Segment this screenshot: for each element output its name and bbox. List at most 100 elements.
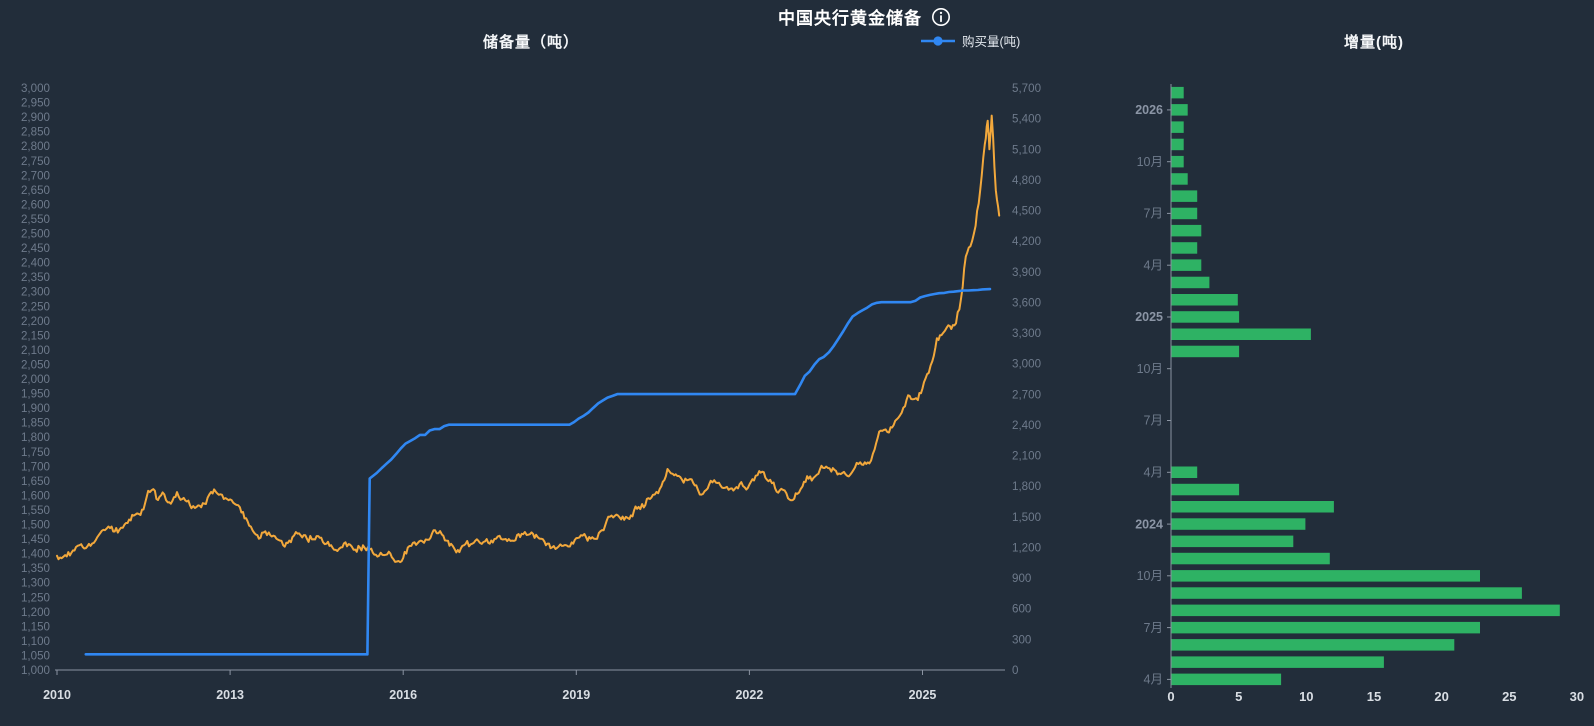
left-axis-label: 1,900 [21, 402, 50, 415]
right-axis-label: 900 [1012, 572, 1031, 585]
increment-bar[interactable] [1171, 483, 1240, 496]
bar-y-axis-label: 10月 [1137, 362, 1163, 376]
increment-bar[interactable] [1171, 621, 1481, 634]
increment-bar[interactable] [1171, 570, 1481, 582]
increment-bar[interactable] [1171, 587, 1522, 599]
right-axis-label: 300 [1012, 633, 1031, 646]
right-axis-label: 1,200 [1012, 541, 1041, 554]
increment-bar[interactable] [1171, 552, 1330, 565]
left-axis-label: 1,150 [21, 620, 50, 633]
left-axis-label: 1,050 [21, 649, 50, 662]
right-axis-label: 5,400 [1012, 113, 1041, 126]
x-axis-label: 2016 [389, 688, 417, 702]
left-axis-label: 2,900 [21, 111, 50, 124]
increment-bar[interactable] [1171, 639, 1455, 651]
right-axis-label: 3,600 [1012, 296, 1041, 309]
left-axis-label: 3,000 [21, 82, 50, 95]
left-axis-label: 2,650 [21, 184, 50, 197]
increment-bar[interactable] [1171, 276, 1210, 289]
increment-bar[interactable] [1171, 121, 1184, 133]
purchase-line[interactable] [84, 287, 992, 656]
right-axis-label: 2,400 [1012, 419, 1041, 432]
bar-y-axis-label: 2026 [1135, 103, 1163, 117]
left-axis-label: 1,850 [21, 417, 50, 430]
bar-y-axis-label: 7月 [1144, 621, 1163, 635]
increment-bar[interactable] [1171, 86, 1184, 99]
increment-bar[interactable] [1171, 207, 1198, 220]
right-axis-label: 2,100 [1012, 450, 1041, 463]
increment-bar[interactable] [1171, 190, 1198, 202]
increment-bar[interactable] [1171, 673, 1282, 686]
x-axis-label: 2013 [216, 688, 244, 702]
increment-bar[interactable] [1171, 328, 1311, 341]
increment-bar[interactable] [1171, 173, 1188, 185]
left-axis-label: 1,100 [21, 635, 50, 648]
left-axis-label: 1,300 [21, 577, 50, 590]
bar-y-axis-label: 7月 [1144, 414, 1163, 428]
left-axis-label: 1,950 [21, 388, 50, 401]
left-axis-label: 1,550 [21, 504, 50, 517]
left-axis-label: 2,700 [21, 169, 50, 182]
increment-bar[interactable] [1171, 242, 1198, 254]
left-axis-label: 2,400 [21, 257, 50, 270]
bar-x-axis-label: 0 [1167, 689, 1174, 704]
bar-x-axis-label: 5 [1235, 689, 1242, 704]
increment-bar[interactable] [1171, 294, 1238, 306]
page-title-row: 中国央行黄金储备 [778, 4, 951, 29]
x-axis-label: 2025 [909, 688, 937, 702]
left-axis-label: 2,600 [21, 198, 50, 211]
left-axis-label: 2,100 [21, 344, 50, 357]
right-chart-title: 增量(吨) [1344, 34, 1404, 51]
left-axis-label: 2,500 [21, 228, 50, 241]
legend-line-marker [921, 35, 955, 46]
increment-bar[interactable] [1171, 501, 1334, 513]
info-icon[interactable] [931, 7, 951, 27]
left-axis-label: 2,950 [21, 97, 50, 110]
increment-bar[interactable] [1171, 155, 1184, 168]
bar-x-axis-label: 25 [1502, 689, 1516, 704]
increment-bar[interactable] [1171, 311, 1240, 323]
left-axis-label: 2,550 [21, 213, 50, 226]
left-axis-label: 2,850 [21, 126, 50, 139]
increment-bar[interactable] [1171, 259, 1202, 271]
left-axis-label: 1,700 [21, 460, 50, 473]
legend-item-purchase[interactable]: 购买量(吨) [920, 31, 1020, 50]
left-axis-label: 2,750 [21, 155, 50, 168]
left-axis-label: 1,250 [21, 591, 50, 604]
increment-bar[interactable] [1171, 535, 1294, 548]
left-axis-label: 2,150 [21, 329, 50, 342]
increment-bar[interactable] [1171, 604, 1560, 617]
left-axis-label: 2,300 [21, 286, 50, 299]
bar-y-axis-label: 4月 [1144, 466, 1163, 480]
left-axis-label: 1,350 [21, 562, 50, 575]
right-axis-label: 1,500 [1012, 511, 1041, 524]
left-axis-label: 1,450 [21, 533, 50, 546]
bar-x-axis-label: 15 [1367, 689, 1381, 704]
increment-bar[interactable] [1171, 224, 1202, 237]
gold-price-line[interactable] [56, 114, 1001, 564]
bar-y-axis-label: 10月 [1137, 569, 1163, 583]
increment-bar[interactable] [1171, 104, 1188, 116]
bar-y-axis-label: 2024 [1135, 517, 1163, 531]
increment-bar[interactable] [1171, 656, 1384, 668]
left-axis-label: 1,650 [21, 475, 50, 488]
increment-bar[interactable] [1171, 518, 1306, 530]
bar-y-axis-label: 7月 [1144, 207, 1163, 221]
increment-bar[interactable] [1171, 345, 1240, 358]
increment-bar[interactable] [1171, 138, 1184, 151]
left-axis-label: 2,200 [21, 315, 50, 328]
increment-bar[interactable] [1171, 466, 1198, 479]
left-axis-label: 2,800 [21, 140, 50, 153]
left-axis-label: 2,350 [21, 271, 50, 284]
bar-y-axis-label: 10月 [1137, 155, 1163, 169]
left-axis-label: 2,450 [21, 242, 50, 255]
left-axis-label: 2,050 [21, 358, 50, 371]
left-axis-label: 2,000 [21, 373, 50, 386]
right-axis-label: 2,700 [1012, 388, 1041, 401]
x-axis-label: 2019 [562, 688, 590, 702]
right-axis-label: 5,700 [1012, 82, 1041, 95]
left-chart-title: 储备量（吨） [482, 34, 580, 51]
